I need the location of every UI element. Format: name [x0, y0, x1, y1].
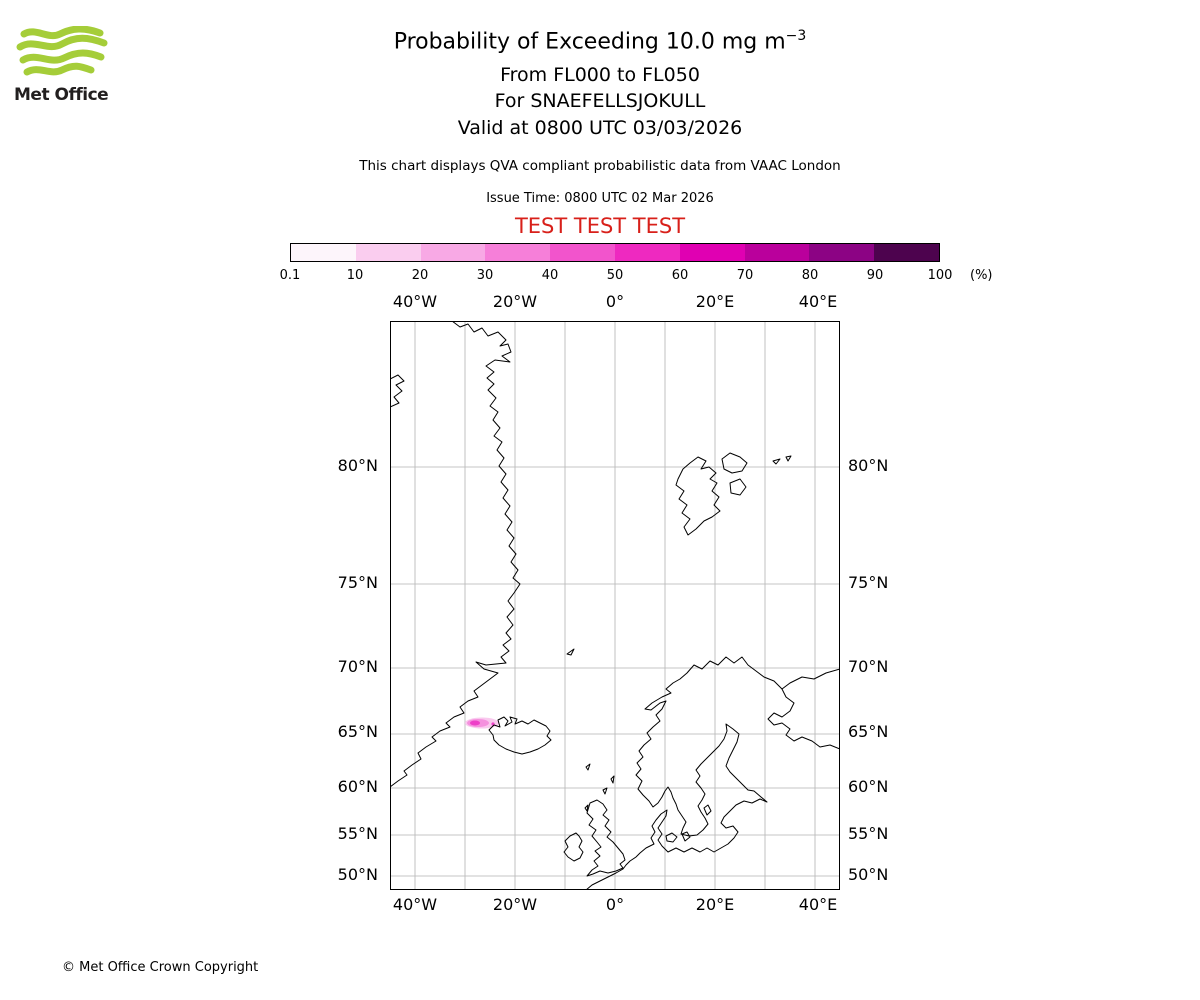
coastline-svalbard-spitsbergen	[675, 456, 721, 536]
colorbar-gradient	[290, 243, 940, 262]
coastline-shetland	[610, 775, 615, 784]
coastline-great-britain	[586, 799, 626, 877]
coastline-jan-mayen	[566, 648, 575, 656]
subtitle-volcano: For SNAEFELLSJOKULL	[494, 90, 706, 112]
page-title: Probability of Exceeding 10.0 mg m−3	[0, 28, 1200, 54]
colorbar-tick: 10	[346, 268, 364, 283]
subtitle-valid-time: Valid at 0800 UTC 03/03/2026	[457, 117, 743, 139]
lat-label-left: 70°N	[337, 657, 378, 676]
lon-label-top: 20°W	[492, 292, 538, 311]
coastline-orkney	[602, 787, 608, 795]
metoffice-wave	[23, 62, 95, 76]
issue-time: Issue Time: 0800 UTC 02 Mar 2026	[486, 191, 714, 206]
probability-contours	[465, 717, 499, 729]
colorbar-segment	[550, 244, 615, 261]
coastline-greenland	[389, 320, 521, 788]
colorbar-segment	[355, 244, 421, 261]
coastline-hebrides	[584, 804, 589, 812]
lon-label-bottom: 20°W	[492, 895, 538, 914]
lon-label-bottom: 40°E	[798, 895, 838, 914]
lat-label-right: 65°N	[848, 722, 889, 741]
lon-label-top: 40°W	[392, 292, 438, 311]
lat-label-left: 50°N	[337, 865, 378, 884]
colorbar-segment	[485, 244, 551, 261]
coastline-denmark-islands	[665, 831, 691, 843]
lat-label-right: 60°N	[848, 777, 889, 796]
lat-label-left: 65°N	[337, 722, 378, 741]
map-border	[390, 321, 840, 890]
copyright-notice: © Met Office Crown Copyright	[62, 960, 259, 975]
lon-label-top: 20°E	[695, 292, 735, 311]
page-title-text: Probability of Exceeding 10.0 mg m	[393, 29, 786, 55]
lat-label-right: 55°N	[848, 824, 889, 843]
colorbar-tick: 30	[476, 268, 494, 283]
colorbar-segment	[420, 244, 486, 261]
lat-label-left: 60°N	[337, 777, 378, 796]
colorbar-tick: 40	[541, 268, 559, 283]
coastline-svalbard-edgeoya	[729, 478, 747, 496]
coastline-faroe-islands	[585, 763, 591, 771]
lon-label-bottom: 40°W	[392, 895, 438, 914]
met-office-logo-text: Met Office	[14, 85, 109, 105]
colorbar-unit: (%)	[970, 268, 993, 283]
metoffice-wave	[19, 49, 105, 64]
met-office-logo-icon	[16, 25, 108, 76]
met-office-logo: Met Office	[14, 25, 118, 105]
coastline-greenland-fjords	[389, 374, 405, 408]
lat-label-left: 55°N	[337, 824, 378, 843]
colorbar-tick: 50	[606, 268, 624, 283]
map	[389, 320, 841, 891]
contour-core	[470, 720, 480, 726]
lat-label-right: 80°N	[848, 456, 889, 475]
colorbar-segment	[809, 244, 875, 261]
map-svg	[389, 320, 841, 891]
lat-label-left: 75°N	[337, 573, 378, 592]
coastline-kvitoya	[772, 455, 792, 465]
colorbar-tick: 100	[927, 268, 953, 283]
test-watermark: TEST TEST TEST	[514, 214, 686, 238]
lat-label-left: 80°N	[337, 456, 378, 475]
colorbar-segment	[679, 244, 745, 261]
coastline-ireland	[563, 832, 584, 862]
colorbar-tick: 60	[671, 268, 689, 283]
colorbar-tick: 20	[411, 268, 429, 283]
colorbar-tick: 80	[801, 268, 819, 283]
coastlines	[389, 320, 841, 891]
colorbar-tick: 90	[866, 268, 884, 283]
lat-label-right: 70°N	[848, 657, 889, 676]
coastline-iceland	[488, 716, 552, 755]
colorbar-tick: 70	[736, 268, 754, 283]
coastline-scandinavia	[585, 656, 841, 891]
colorbar-segment	[291, 244, 356, 261]
page-title-exponent: −3	[785, 28, 807, 44]
lon-label-bottom: 20°E	[695, 895, 735, 914]
metoffice-wave	[16, 34, 108, 51]
coastline-gotland	[703, 804, 712, 816]
colorbar-tick: 0.1	[279, 268, 301, 283]
colorbar-segment	[874, 244, 939, 261]
lat-label-right: 75°N	[848, 573, 889, 592]
lat-label-right: 50°N	[848, 865, 889, 884]
graticule	[390, 321, 840, 890]
colorbar-segment	[744, 244, 810, 261]
lon-label-bottom: 0°	[605, 895, 625, 914]
lon-label-top: 40°E	[798, 292, 838, 311]
coastline-svalbard-nordaustlandet	[721, 452, 748, 474]
chart-description: This chart displays QVA compliant probab…	[359, 158, 841, 174]
subtitle-flight-levels: From FL000 to FL050	[500, 64, 700, 86]
metoffice-wave	[20, 25, 104, 40]
lon-label-top: 0°	[605, 292, 625, 311]
colorbar-segment	[614, 244, 680, 261]
coastline-white-sea	[767, 688, 841, 750]
